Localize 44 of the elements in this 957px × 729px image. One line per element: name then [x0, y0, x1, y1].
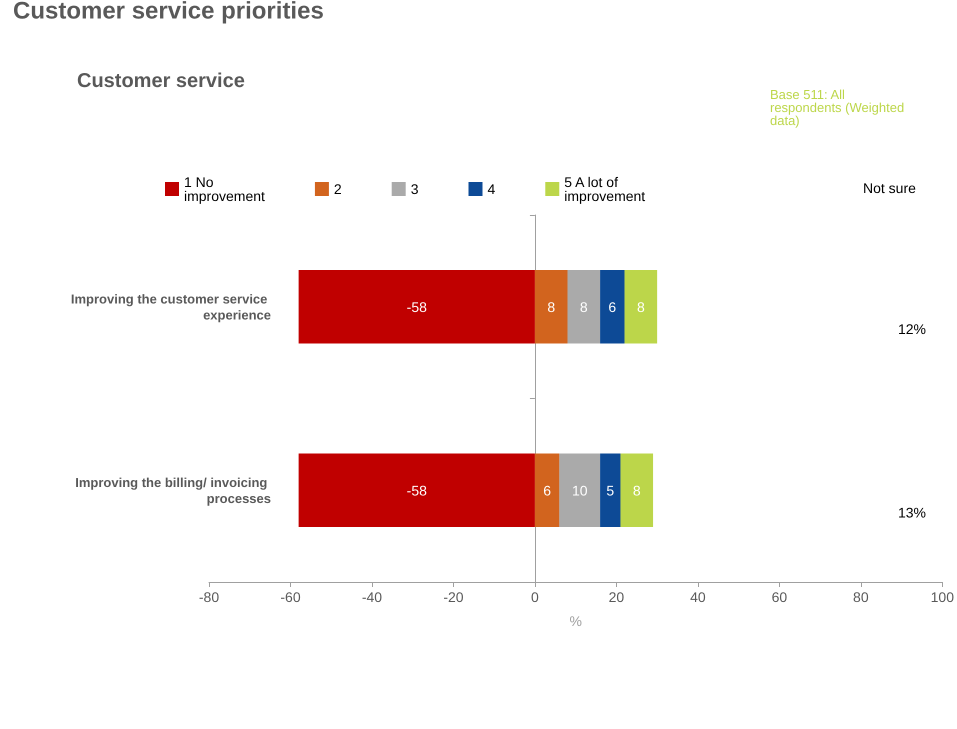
data-label: 8 [632, 482, 641, 498]
data-label: 5 [606, 482, 614, 498]
bar [534, 270, 568, 344]
data-label: -58 [406, 482, 428, 498]
y-tick-label: Improving the billing/ invoicing processes [75, 474, 271, 506]
bar [600, 270, 625, 344]
bar [624, 270, 658, 344]
bar [600, 454, 620, 527]
x-tick-label: 60 [772, 589, 788, 605]
bar [620, 454, 654, 527]
legend-label: 5 A lot of improvement [564, 174, 646, 204]
bar [298, 270, 535, 344]
x-tick-label: 40 [690, 589, 706, 605]
legend-label: 3 [410, 181, 419, 197]
x-tick-label: 0 [531, 589, 540, 605]
annotation: 12% [898, 320, 926, 337]
legend-label: 1 No improvement [184, 174, 266, 204]
bar [298, 454, 535, 527]
y-tick-label: Improving the customer service experience [70, 291, 271, 322]
legend-label: 4 [487, 181, 496, 197]
text: Not sure [863, 180, 916, 196]
x-tick-label: -60 [280, 589, 301, 605]
x-tick-label: 100 [930, 589, 954, 605]
legend-label: 2 [334, 181, 342, 197]
x-axis-title: % [569, 613, 582, 629]
x-tick-label: -20 [443, 589, 464, 605]
chart-title: Customer service priorities [13, 0, 324, 24]
x-tick-label: -80 [198, 589, 220, 605]
data-label: 6 [543, 482, 552, 498]
data-label: -58 [406, 298, 428, 315]
data-label: 10 [572, 482, 588, 498]
x-tick-label: -40 [362, 589, 382, 605]
bar [568, 270, 600, 344]
data-label: 8 [636, 298, 645, 315]
chart-subtitle: Customer service [77, 70, 245, 92]
data-label: 8 [547, 298, 556, 315]
x-tick-label: 20 [608, 589, 624, 605]
data-label: 6 [608, 298, 616, 315]
data-label: 8 [580, 298, 588, 315]
bar [559, 454, 600, 527]
x-tick-label: 80 [853, 589, 869, 605]
text: Base 511: All respondents (Weighted data) [770, 87, 908, 128]
bar [534, 454, 560, 527]
annotation: 13% [898, 504, 926, 520]
